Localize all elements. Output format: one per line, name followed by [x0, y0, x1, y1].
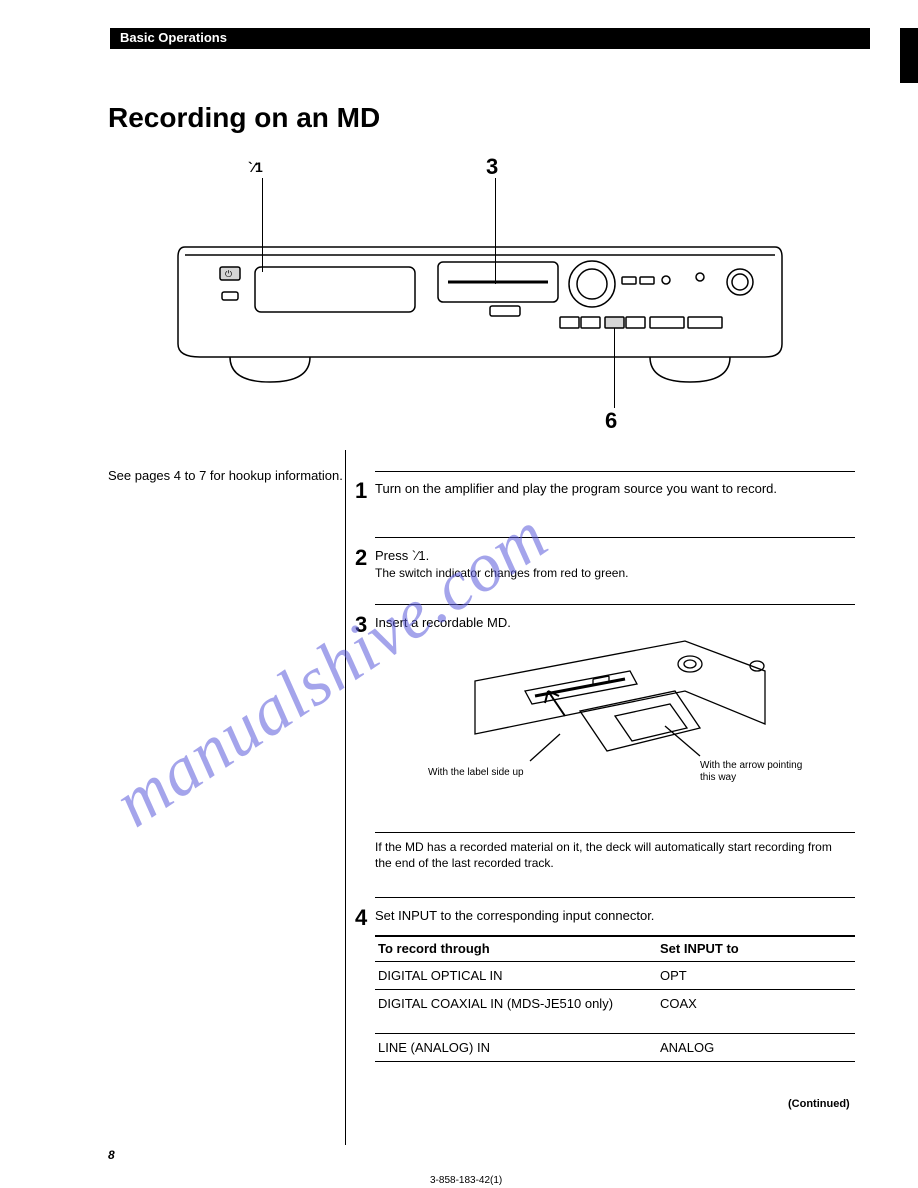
- table-hr-r1: [375, 989, 855, 990]
- leader-label-power: `⁄1: [248, 158, 263, 176]
- table-col2-header: Set INPUT to: [660, 941, 739, 956]
- step-text-1: Turn on the amplifier and play the progr…: [375, 481, 835, 498]
- step-3-mid-hr: [375, 832, 855, 833]
- device-illustration: ⏻: [160, 222, 800, 392]
- continued-label: (Continued): [788, 1097, 850, 1111]
- table-hr-header-top: [375, 935, 855, 937]
- table-r2c1: DIGITAL COAXIAL IN (MDS-JE510 only): [378, 996, 638, 1013]
- step-hr-3-top: [375, 604, 855, 605]
- step-hr-2-top: [375, 537, 855, 538]
- step-hr-4-top: [375, 897, 855, 898]
- insert-label-left: With the label side up: [428, 767, 538, 779]
- step-num-2: 2: [355, 545, 367, 571]
- table-col1-header: To record through: [378, 941, 490, 956]
- table-r2c2: COAX: [660, 996, 697, 1013]
- step-text-2: Press `⁄1. The switch indicator changes …: [375, 548, 835, 582]
- table-hr-header-bot: [375, 961, 855, 962]
- step-num-1: 1: [355, 478, 367, 504]
- table-hr-r2: [375, 1033, 855, 1034]
- insert-label-right: With the arrow pointing this way: [700, 760, 820, 784]
- page-title: Recording on an MD: [108, 102, 380, 134]
- leader-label-3: 3: [486, 154, 498, 180]
- step-text-3: Insert a recordable MD.: [375, 615, 835, 632]
- edge-notch: [900, 28, 918, 83]
- footer-code: 3-858-183-42(1): [430, 1175, 502, 1186]
- table-r1c2: OPT: [660, 968, 687, 985]
- step-3-sub: If the MD has a recorded material on it,…: [375, 840, 845, 871]
- section-title: Basic Operations: [120, 30, 227, 45]
- step-2-sub: The switch indicator changes from red to…: [375, 566, 628, 580]
- step-num-3: 3: [355, 612, 367, 638]
- step-2-main: Press `⁄1.: [375, 548, 429, 563]
- step-num-4: 4: [355, 905, 367, 931]
- table-r1c1: DIGITAL OPTICAL IN: [378, 968, 502, 985]
- table-hr-r3: [375, 1061, 855, 1062]
- step-hr-1-top: [375, 471, 855, 472]
- leader-label-6: 6: [605, 408, 617, 434]
- intro-text: See pages 4 to 7 for hookup information.: [108, 467, 368, 485]
- svg-text:⏻: ⏻: [225, 269, 232, 279]
- table-r3c1: LINE (ANALOG) IN: [378, 1040, 490, 1057]
- step-text-4: Set INPUT to the corresponding input con…: [375, 908, 845, 925]
- page-number: 8: [108, 1148, 115, 1162]
- table-r3c2: ANALOG: [660, 1040, 714, 1057]
- step-divider: [345, 450, 346, 1145]
